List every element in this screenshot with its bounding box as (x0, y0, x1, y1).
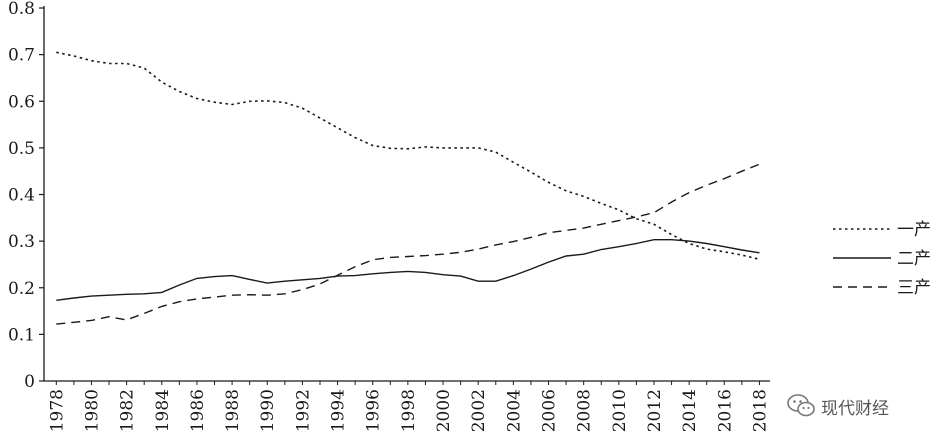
legend-label-2: 二产 (897, 249, 931, 269)
watermark: 现代财经 (787, 393, 889, 419)
x-tick-label: 2008 (575, 389, 595, 432)
x-tick-label: 2012 (645, 389, 665, 432)
legend-label-3: 三产 (897, 278, 931, 298)
x-tick-label: 1980 (82, 389, 102, 432)
y-tick-label: 0.3 (8, 232, 35, 252)
series-line-2 (56, 238, 760, 301)
x-tick-label: 1990 (258, 389, 278, 432)
x-tick-label: 1992 (293, 389, 313, 432)
y-tick-label: 0.4 (8, 186, 35, 206)
y-tick-label: 0.7 (8, 46, 35, 66)
x-tick-label: 1998 (399, 389, 419, 432)
x-tick-label: 1996 (364, 389, 384, 432)
x-tick-label: 2010 (610, 389, 630, 432)
y-tick-label: 0.2 (8, 279, 35, 299)
x-tick-label: 1986 (188, 389, 208, 432)
legend-label-1: 一产 (897, 220, 931, 240)
x-tick-label: 1984 (153, 389, 173, 432)
x-tick-label: 1994 (329, 389, 349, 432)
x-tick-label: 1978 (47, 389, 67, 432)
y-tick-label: 0.6 (8, 92, 35, 112)
x-tick-label: 1982 (118, 389, 138, 432)
x-tick-label: 2014 (680, 389, 700, 432)
y-tick-label: 0.5 (8, 139, 35, 159)
x-tick-label: 2002 (469, 389, 489, 432)
x-tick-label: 2018 (750, 389, 770, 432)
y-tick-label: 0.1 (8, 325, 35, 345)
watermark-text: 现代财经 (821, 398, 889, 419)
x-tick-label: 2006 (540, 389, 560, 432)
series-line-3 (56, 163, 760, 325)
x-tick-label: 1988 (223, 389, 243, 432)
series-line-1 (56, 51, 760, 261)
x-tick-label: 2004 (504, 389, 524, 432)
y-tick-label: 0.8 (8, 0, 35, 19)
x-tick-label: 2000 (434, 389, 454, 432)
x-tick-label: 2016 (715, 389, 735, 432)
wechat-icon (787, 394, 815, 417)
y-tick-label: 0 (24, 372, 35, 392)
